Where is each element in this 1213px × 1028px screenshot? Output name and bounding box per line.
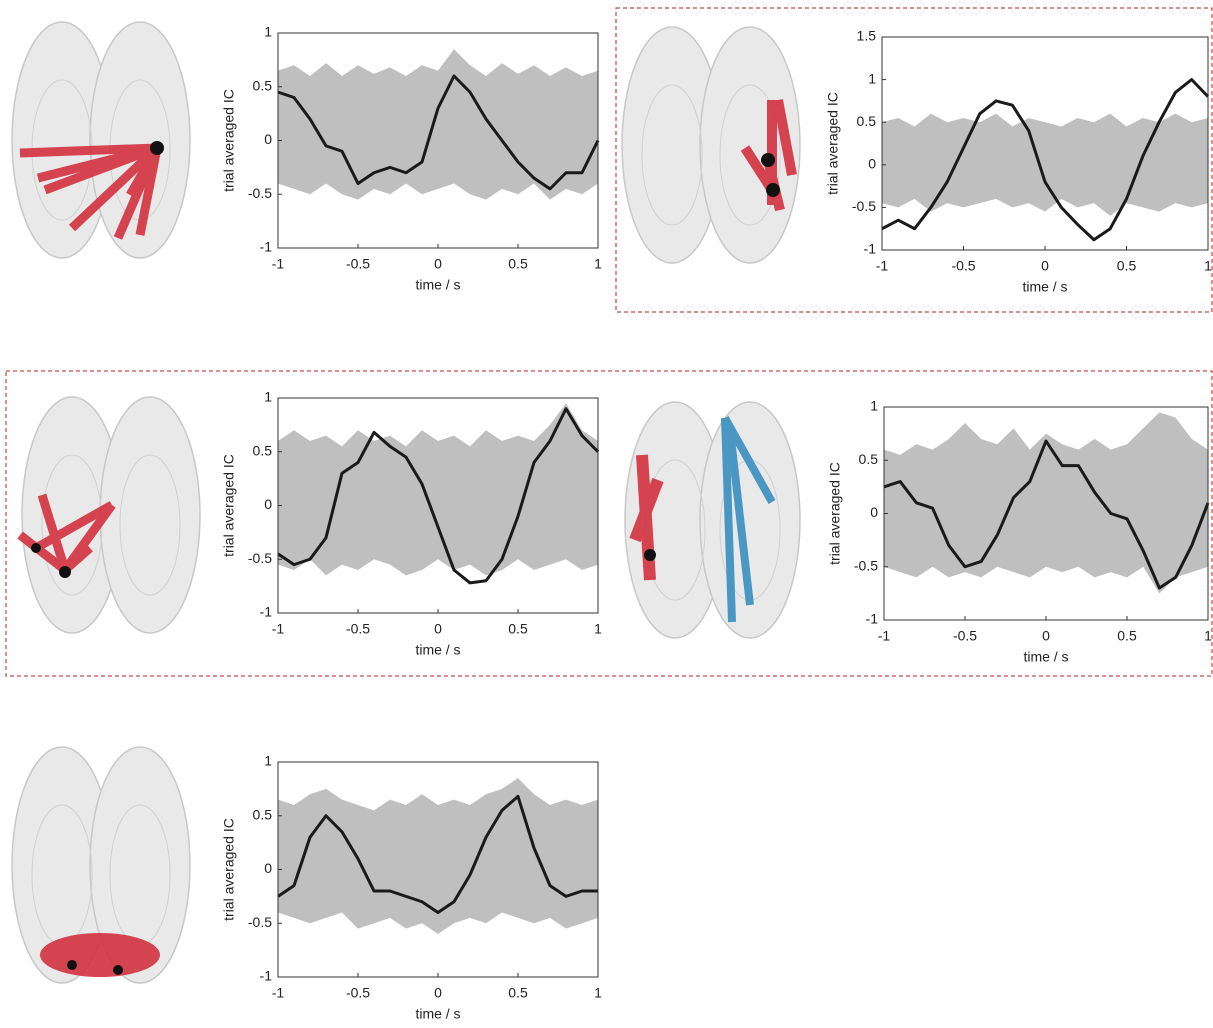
y-tick-label: 0 — [870, 504, 878, 520]
y-tick-label: 1 — [870, 398, 878, 414]
y-tick-label: 0 — [264, 860, 272, 876]
brain-2 — [621, 26, 801, 264]
x-tick-label: 1 — [594, 621, 602, 637]
x-axis-label: time / s — [415, 277, 460, 293]
y-tick-label: 1 — [264, 753, 272, 769]
x-tick-label: 1 — [594, 256, 602, 272]
x-tick-label: -0.5 — [953, 628, 977, 644]
y-tick-label: -0.5 — [248, 185, 272, 201]
y-axis-label: trial averaged IC — [221, 454, 237, 557]
x-tick-label: 0.5 — [1117, 628, 1137, 644]
y-axis-label: trial averaged IC — [827, 462, 843, 565]
x-tick-label: 0.5 — [508, 621, 528, 637]
y-axis-label: trial averaged IC — [221, 89, 237, 192]
y-tick-label: -0.5 — [248, 550, 272, 566]
chart: -1 -0.5 0 0.5 1 -1 -0.5 0 0.5 1 1.5 time / s trial a… — [825, 28, 1212, 295]
band — [882, 113, 1208, 216]
band — [278, 403, 598, 576]
y-axis-label: trial averaged IC — [825, 92, 841, 195]
y-axis-label: trial averaged IC — [221, 818, 237, 921]
highlight-box — [5, 370, 1213, 677]
y-tick-label: 1 — [868, 70, 876, 86]
chart: -1 -0.5 0 0.5 1 -1 -0.5 0 0.5 1 time / s trial aver… — [221, 389, 602, 658]
x-axis-label: time / s — [1023, 649, 1068, 665]
x-tick-label: -1 — [876, 258, 889, 274]
x-tick-label: 1 — [1204, 628, 1212, 644]
y-tick-label: 0.5 — [859, 451, 879, 467]
x-tick-label: -0.5 — [346, 985, 370, 1001]
line — [881, 78, 1210, 242]
x-tick-label: 0 — [434, 621, 442, 637]
y-tick-label: -1 — [866, 611, 879, 627]
y-tick-label: 0 — [264, 496, 272, 512]
y-tick-label: 0.5 — [857, 113, 877, 129]
y-tick-label: 0 — [264, 131, 272, 147]
highlight-box — [615, 7, 1213, 313]
y-tick-label: -1 — [260, 968, 273, 984]
brain-3 — [17, 396, 201, 634]
brain-4 — [624, 401, 801, 639]
band — [278, 49, 598, 200]
line — [277, 74, 600, 191]
x-tick-label: -1 — [272, 985, 285, 1001]
x-tick-label: 0.5 — [508, 256, 528, 272]
x-tick-label: 0.5 — [1117, 258, 1137, 274]
x-axis-label: time / s — [415, 1006, 460, 1022]
y-tick-label: -1 — [260, 604, 273, 620]
x-tick-label: 0 — [434, 256, 442, 272]
y-tick-label: 0 — [868, 156, 876, 172]
x-tick-label: -0.5 — [346, 621, 370, 637]
x-tick-label: 1 — [1204, 258, 1212, 274]
x-tick-label: 0 — [434, 985, 442, 1001]
y-tick-label: 1.5 — [857, 28, 877, 44]
x-tick-label: -0.5 — [346, 256, 370, 272]
x-tick-label: -1 — [272, 621, 285, 637]
line — [277, 407, 600, 585]
chart: -1 -0.5 0 0.5 1 -1 -0.5 0 0.5 1 time / s trial aver… — [221, 753, 602, 1022]
y-tick-label: -0.5 — [852, 198, 876, 214]
x-tick-label: 0.5 — [508, 985, 528, 1001]
band — [278, 778, 598, 934]
y-tick-label: 0.5 — [253, 77, 273, 93]
x-tick-label: 1 — [594, 985, 602, 1001]
x-tick-label: 0 — [1041, 258, 1049, 274]
x-axis-label: time / s — [1022, 279, 1067, 295]
y-tick-label: 0.5 — [253, 442, 273, 458]
y-tick-label: -0.5 — [248, 914, 272, 930]
chart: -1 -0.5 0 0.5 1 -1 -0.5 0 0.5 1 time / s trial aver… — [827, 398, 1212, 665]
band — [884, 412, 1208, 594]
x-tick-label: 0 — [1042, 628, 1050, 644]
x-tick-label: -1 — [272, 256, 285, 272]
y-tick-label: 1 — [264, 24, 272, 40]
brain-5 — [11, 746, 191, 984]
y-tick-label: -1 — [864, 241, 877, 257]
x-tick-label: -0.5 — [951, 258, 975, 274]
line — [277, 794, 598, 914]
x-axis-label: time / s — [415, 642, 460, 658]
y-tick-label: -0.5 — [854, 557, 878, 573]
y-tick-label: -1 — [260, 239, 273, 255]
line — [883, 439, 1210, 590]
y-tick-label: 0.5 — [253, 806, 273, 822]
chart: -1 -0.5 0 0.5 1 -1 -0.5 0 0.5 1 time / s trial aver… — [221, 24, 602, 293]
brain-1 — [11, 21, 191, 259]
y-tick-label: 1 — [264, 389, 272, 405]
x-tick-label: -1 — [878, 628, 891, 644]
